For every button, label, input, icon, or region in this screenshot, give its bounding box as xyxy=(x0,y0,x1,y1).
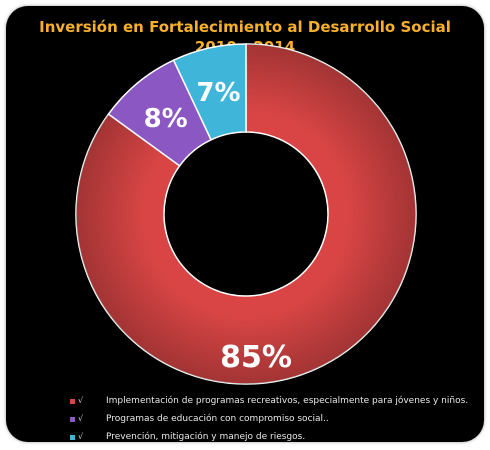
slice-label-3: 7% xyxy=(196,78,240,108)
legend-label-1: Implementación de programas recreativos,… xyxy=(106,396,469,406)
legend-item-2: √ Programas de educación con compromiso … xyxy=(70,410,475,428)
slice-label-2: 8% xyxy=(144,104,188,134)
donut-hole xyxy=(165,133,327,295)
donut-chart: 85% 8% 7% xyxy=(75,43,417,385)
chart-title: Inversión en Fortalecimiento al Desarrol… xyxy=(39,18,451,36)
legend-swatch-1 xyxy=(70,398,75,404)
slice-label-1: 85% xyxy=(220,340,292,375)
legend-label-3: Prevención, mitigación y manejo de riesg… xyxy=(106,432,306,442)
legend-label-2: Programas de educación con compromiso so… xyxy=(106,414,329,424)
donut-slice-3 xyxy=(172,43,247,141)
check-icon: √ xyxy=(78,432,84,441)
check-icon: √ xyxy=(78,414,84,423)
chart-panel: Inversión en Fortalecimiento al Desarrol… xyxy=(6,6,484,442)
legend-swatch-2 xyxy=(70,416,75,422)
legend-item-1: √ Implementación de programas recreativo… xyxy=(70,392,475,410)
legend-swatch-3 xyxy=(70,434,75,440)
chart-legend: √ Implementación de programas recreativo… xyxy=(70,392,475,442)
check-icon: √ xyxy=(78,396,84,405)
legend-item-3: √ Prevención, mitigación y manejo de rie… xyxy=(70,428,475,442)
